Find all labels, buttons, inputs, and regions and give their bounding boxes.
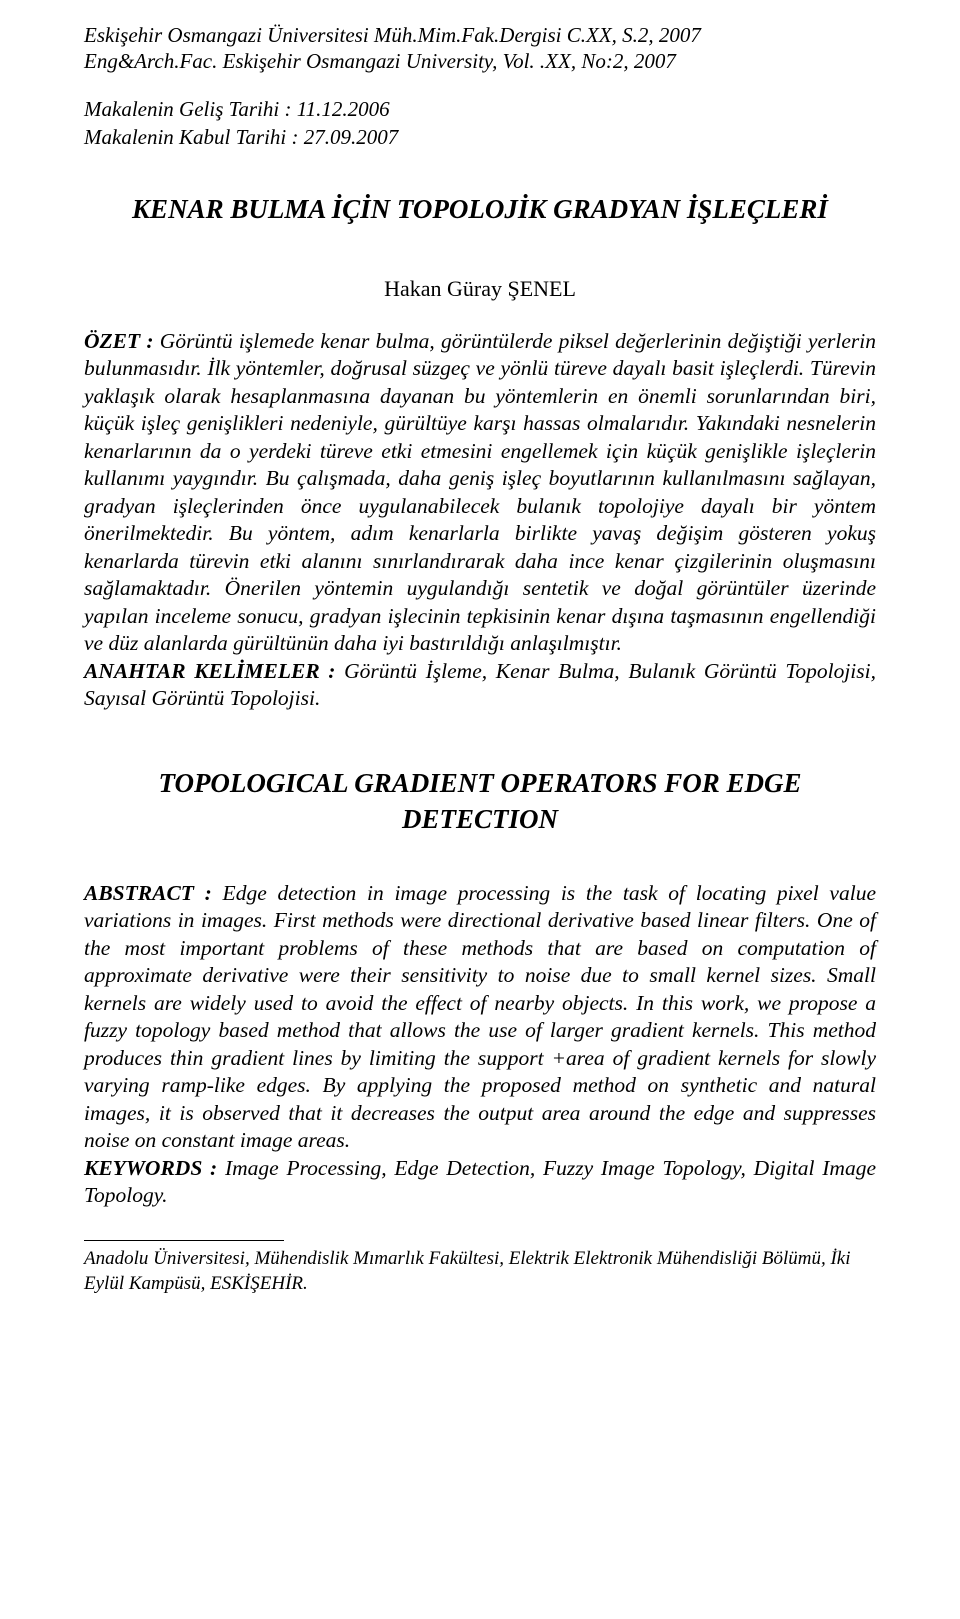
journal-header: Eskişehir Osmangazi Üniversitesi Müh.Mim… [84, 22, 876, 75]
manuscript-dates: Makalenin Geliş Tarihi : 11.12.2006 Maka… [84, 95, 876, 152]
keywords-label: KEYWORDS : [84, 1156, 217, 1180]
ozet-body: Görüntü işlemede kenar bulma, görüntüler… [84, 329, 876, 656]
keywords-block: KEYWORDS : Image Processing, Edge Detect… [84, 1155, 876, 1210]
author-name: Hakan Güray ŞENEL [84, 276, 876, 302]
journal-line-1: Eskişehir Osmangazi Üniversitesi Müh.Mim… [84, 22, 876, 48]
footnote-rule [84, 1240, 284, 1241]
ozet-label: ÖZET : [84, 329, 154, 353]
abstract-body: Edge detection in image processing is th… [84, 881, 876, 1153]
article-title-turkish: KENAR BULMA İÇİN TOPOLOJİK GRADYAN İŞLEÇ… [84, 191, 876, 227]
anahtar-kelimeler-block: ANAHTAR KELİMELER : Görüntü İşleme, Kena… [84, 658, 876, 713]
article-title-english: TOPOLOGICAL GRADIENT OPERATORS FOR EDGE … [84, 765, 876, 838]
date-accepted: Makalenin Kabul Tarihi : 27.09.2007 [84, 123, 876, 151]
date-received: Makalenin Geliş Tarihi : 11.12.2006 [84, 95, 876, 123]
anahtar-label: ANAHTAR KELİMELER : [84, 659, 335, 683]
ozet-block: ÖZET : Görüntü işlemede kenar bulma, gör… [84, 328, 876, 658]
journal-line-2: Eng&Arch.Fac. Eskişehir Osmangazi Univer… [84, 48, 876, 74]
abstract-label: ABSTRACT : [84, 881, 212, 905]
abstract-block: ABSTRACT : Edge detection in image proce… [84, 880, 876, 1155]
affiliation-footnote: Anadolu Üniversitesi, Mühendislik Mımarl… [84, 1247, 876, 1296]
